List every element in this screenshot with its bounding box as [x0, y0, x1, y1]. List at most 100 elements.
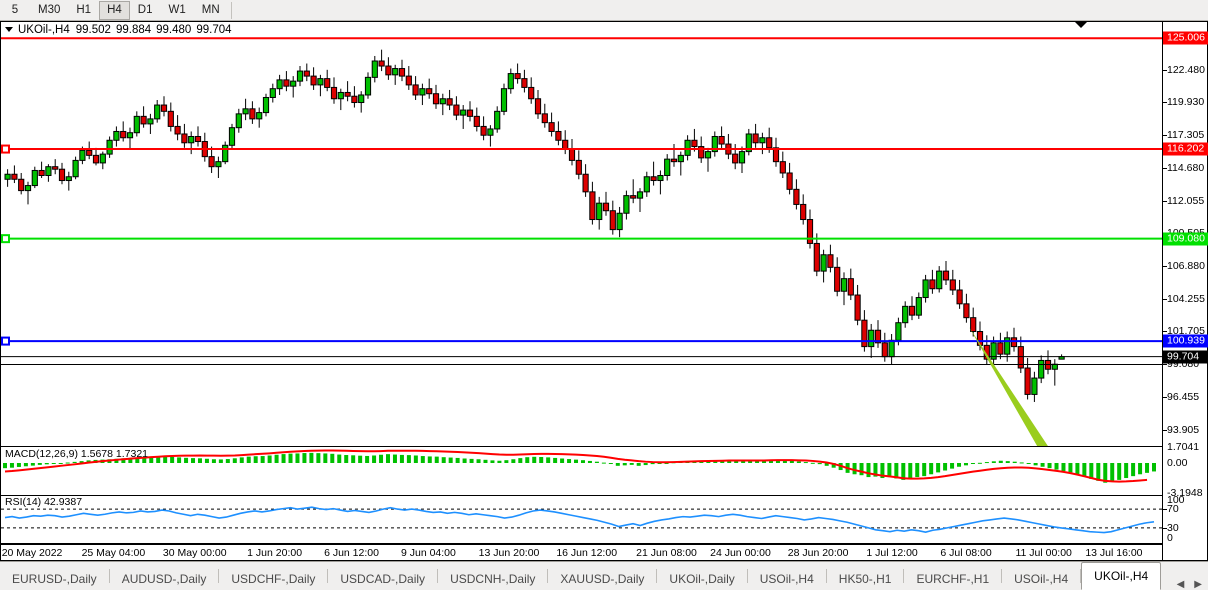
time-axis-label: 30 May 00:00 [162, 547, 227, 559]
price-scale-label: 93.905 [1167, 423, 1200, 436]
chart-tab-usdchf--daily[interactable]: USDCHF-,Daily [231, 571, 316, 586]
top-position-marker-icon [1073, 21, 1088, 28]
price-scale-label: 96.455 [1167, 391, 1200, 404]
tab-divider [825, 569, 827, 583]
chart-tab-usdcnh--daily[interactable]: USDCNH-,Daily [450, 571, 536, 586]
tab-divider [218, 569, 220, 583]
price-scale-tick [1163, 397, 1167, 399]
price-badge-resistance-mid: 116.202 [1163, 142, 1208, 156]
price-scale-label: 119.930 [1167, 96, 1205, 109]
macd-indicator [3, 449, 1156, 483]
candlestick-chart [1, 37, 1162, 446]
price-scale-label: 114.680 [1167, 162, 1205, 175]
price-badge-support-blue: 100.939 [1163, 334, 1208, 348]
tab-divider [547, 569, 549, 583]
timeframe-button-h4[interactable]: H4 [99, 0, 130, 20]
down-arrow-annotation[interactable] [969, 327, 1069, 446]
ohlc-value-close: 99.704 [196, 23, 232, 36]
time-axis-label: 24 Jun 00:00 [710, 547, 771, 559]
rsi-scale-tick [1163, 527, 1167, 529]
rsi-scale-label: 100 [1167, 494, 1185, 506]
rsi-scale-tick [1163, 509, 1167, 511]
tab-nav-controls: ◀ ▶ [1177, 579, 1208, 590]
price-scale-tick [1163, 299, 1167, 301]
timeframe-button-w1[interactable]: W1 [168, 4, 186, 16]
chart-header: UKOil-,H4 99.502 99.884 99.480 99.704 [1, 22, 237, 37]
chart-tab-eurchf--h1[interactable]: EURCHF-,H1 [916, 571, 990, 586]
tab-divider [746, 569, 748, 583]
chart-tab-xauusd--daily[interactable]: XAUUSD-,Daily [560, 571, 645, 586]
macd-scale-label: 0.00 [1167, 457, 1188, 469]
price-scale-tick [1163, 364, 1167, 366]
price-badge-current-price: 99.704 [1163, 350, 1208, 364]
time-axis-label: 1 Jul 12:00 [866, 547, 918, 559]
macd-pane[interactable]: MACD(12,26,9) 1.5678 1.7321 [1, 446, 1162, 496]
timeframe-button-d1[interactable]: D1 [137, 4, 153, 16]
chart-tab-usdcad--daily[interactable]: USDCAD-,Daily [340, 571, 426, 586]
chart-frame[interactable]: UKOil-,H4 99.502 99.884 99.480 99.704 MACD(… [0, 21, 1208, 561]
chart-tab-audusd--daily[interactable]: AUDUSD-,Daily [121, 571, 207, 586]
time-axis-label: 11 Jul 00:00 [1015, 547, 1072, 559]
tab-scroll-prev-icon[interactable]: ◀ [1176, 579, 1185, 590]
price-badge-resistance-upper: 125.006 [1163, 31, 1208, 45]
price-pane[interactable] [1, 22, 1162, 446]
rsi-label: RSI(14) 42.9387 [5, 496, 83, 508]
chart-tab-usoil--h4[interactable]: USOil-,H4 [1014, 571, 1069, 586]
macd-scale-label: 1.7041 [1167, 441, 1200, 453]
macd-label: MACD(12,26,9) 1.5678 1.7321 [5, 448, 149, 460]
tab-divider [108, 569, 110, 583]
ohlc-value-low: 99.480 [156, 23, 192, 36]
time-axis-label: 6 Jun 12:00 [324, 547, 379, 559]
tab-divider [1080, 569, 1082, 583]
tab-divider [1001, 569, 1003, 583]
tab-divider [437, 569, 439, 583]
ohlc-value-open: 99.502 [75, 23, 111, 36]
chart-tab-bar: EURUSD-,Daily AUDUSD-,Daily USDCHF-,Daily U… [0, 561, 1208, 590]
rsi-scale-label: 30 [1167, 521, 1179, 534]
time-axis-label: 21 Jun 08:00 [636, 547, 697, 559]
rsi-scale-label: 70 [1167, 503, 1179, 516]
time-axis-label: 28 Jun 20:00 [787, 547, 849, 559]
price-scale-tick [1163, 331, 1167, 333]
time-axis-label: 25 May 04:00 [81, 547, 146, 559]
time-axis-label: 6 Jul 08:00 [940, 547, 992, 559]
price-scale-label: 117.305 [1167, 129, 1205, 142]
time-axis-label: 16 Jun 12:00 [556, 547, 618, 559]
price-scale-tick [1163, 168, 1167, 170]
price-scale-tick [1163, 70, 1167, 72]
time-axis-label: 9 Jun 04:00 [400, 547, 456, 559]
timeframe-button-5[interactable]: 5 [11, 4, 19, 16]
chart-tab-eurusd--daily[interactable]: EURUSD-,Daily [12, 571, 97, 586]
price-scale-label: 101.705 [1167, 325, 1205, 338]
price-scale-tick [1163, 266, 1167, 268]
macd-scale-label: -3.1948 [1167, 487, 1203, 499]
time-axis-label: 20 May 2022 [1, 547, 63, 559]
chart-tab-hk50--h1[interactable]: HK50-,H1 [838, 571, 892, 586]
timeframe-button-mn[interactable]: MN [201, 4, 220, 16]
tab-divider [656, 569, 658, 583]
collapse-triangle-icon[interactable] [5, 27, 13, 32]
chart-tab-ukoil--h4[interactable]: UKOil-,H4 [1081, 562, 1162, 590]
timeframe-button-m30[interactable]: M30 [38, 4, 61, 16]
rsi-scale-label: 0 [1167, 532, 1173, 544]
rsi-indicator [1, 506, 1162, 534]
timeframe-toolbar: 5 M30 H1 H4 D1 W1 MN [0, 0, 1208, 21]
chart-symbol-label: UKOil-,H4 [18, 23, 70, 36]
ohlc-value-high: 99.884 [115, 23, 152, 36]
time-axis-label: 1 Jun 20:00 [247, 547, 303, 559]
price-scale-tick [1163, 201, 1167, 203]
price-scale-label: 106.880 [1167, 260, 1205, 273]
chart-tab-usoil--h4[interactable]: USOil-,H4 [759, 571, 814, 586]
price-scale-label: 104.255 [1167, 293, 1205, 306]
time-axis-label: 13 Jun 20:00 [478, 547, 540, 559]
price-scale-label: 112.055 [1167, 195, 1205, 208]
timeframe-button-h1[interactable]: H1 [76, 4, 92, 16]
toolbar-divider [230, 1, 232, 19]
chart-tab-ukoil--daily[interactable]: UKOil-,Daily [669, 571, 735, 586]
tab-divider [327, 569, 329, 583]
rsi-pane[interactable]: RSI(14) 42.9387 [1, 495, 1162, 544]
price-scale[interactable]: 125.006 122.480 119.930 117.305 114.680 112.0… [1162, 22, 1208, 560]
time-axis[interactable]: 20 May 2022 25 May 04:00 30 May 00:00 1 Jun… [1, 544, 1162, 560]
tab-scroll-next-icon[interactable]: ▶ [1194, 579, 1202, 590]
